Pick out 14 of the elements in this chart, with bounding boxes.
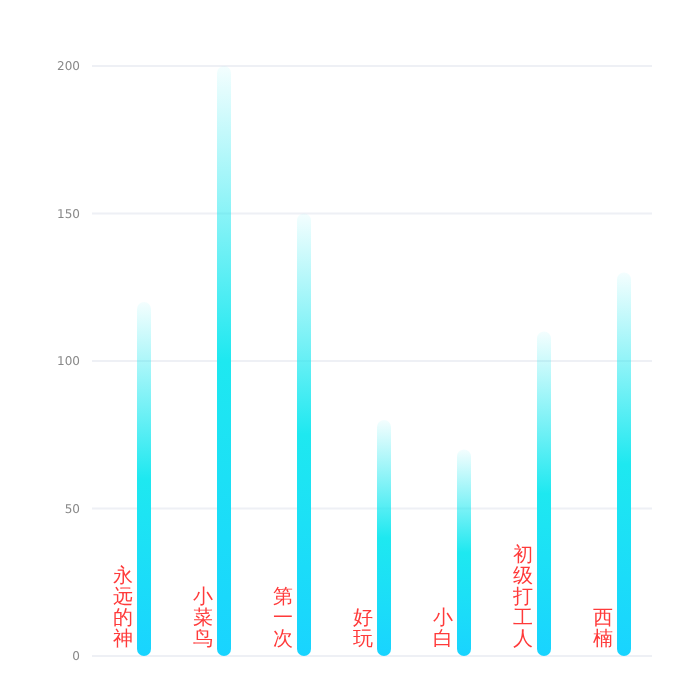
x-tick-label: 永远的神	[113, 564, 133, 651]
x-tick-label: 第一次	[273, 585, 293, 651]
bar	[537, 331, 551, 656]
bar	[297, 213, 311, 656]
x-tick-label: 好玩	[353, 608, 373, 651]
bar	[217, 66, 231, 656]
bar	[617, 272, 631, 656]
x-tick-label: 初级打工人	[511, 543, 533, 651]
x-tick-label: 小白	[433, 606, 453, 651]
x-tick-label: 小菜鸟	[193, 585, 213, 651]
bar	[377, 420, 391, 656]
x-tick-label: 西楠	[593, 608, 613, 651]
bar	[457, 449, 471, 656]
bar	[137, 302, 151, 656]
